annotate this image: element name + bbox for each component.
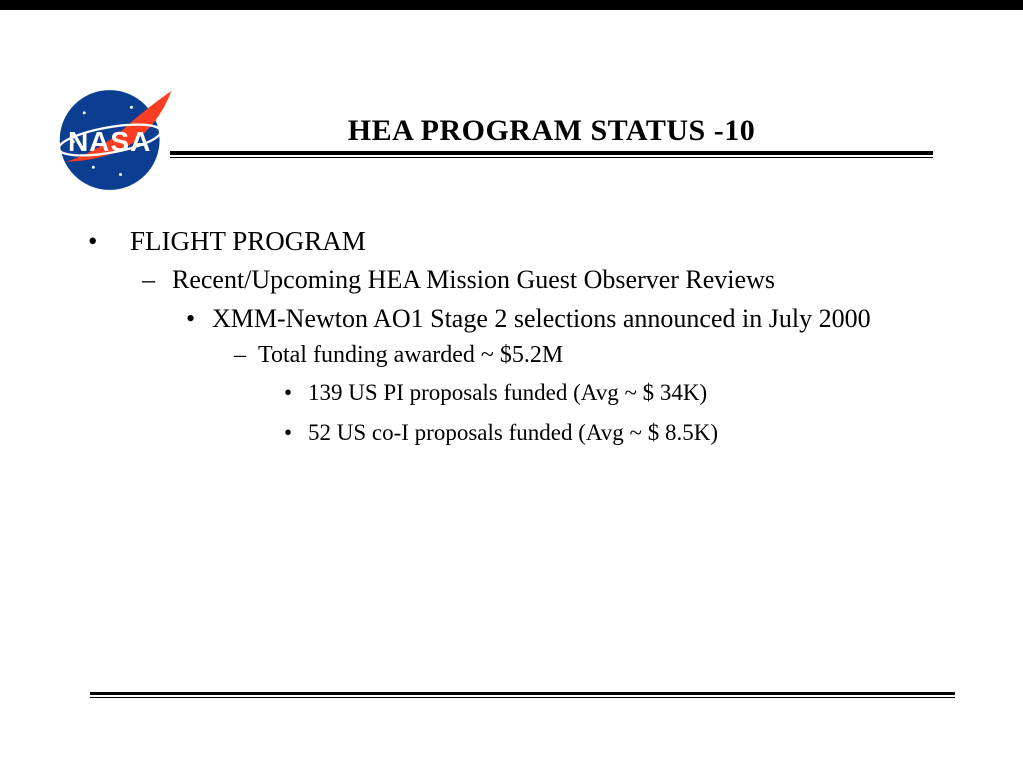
nasa-logo-graphic: NASA (57, 90, 172, 190)
bullet-marker: • (284, 380, 293, 405)
bullet-text: 139 US PI proposals funded (Avg ~ $ 34K) (308, 380, 708, 405)
nasa-logo: NASA (57, 84, 175, 196)
bullet-line-coi-proposals: • 52 US co-I proposals funded (Avg ~ $ 8… (0, 420, 1000, 446)
bullet-text: 52 US co-I proposals funded (Avg ~ $ 8.5… (308, 420, 718, 445)
bullet-marker: • (186, 304, 196, 333)
bullet-text: XMM-Newton AO1 Stage 2 selections announ… (212, 304, 871, 333)
bullet-line-flight-program: • FLIGHT PROGRAM (0, 226, 1000, 257)
title-double-rule (170, 151, 933, 158)
footer-double-rule (90, 692, 955, 698)
bullet-line-reviews: – Recent/Upcoming HEA Mission Guest Obse… (0, 265, 1000, 295)
bullet-text: Total funding awarded ~ $5.2M (258, 342, 564, 368)
dash-marker: – (142, 265, 155, 294)
slide-title: HEA PROGRAM STATUS -10 (347, 114, 756, 147)
bullet-line-pi-proposals: • 139 US PI proposals funded (Avg ~ $ 34… (0, 380, 1000, 406)
dash-marker: – (234, 342, 246, 368)
bullet-text: Recent/Upcoming HEA Mission Guest Observ… (172, 265, 775, 294)
nasa-logo-text: NASA (68, 126, 151, 157)
bullet-text: FLIGHT PROGRAM (130, 226, 366, 256)
bullet-marker: • (284, 420, 293, 445)
nasa-logo-orbit (57, 123, 162, 157)
top-border-bar (0, 0, 1023, 10)
bullet-line-xmm-newton: • XMM-Newton AO1 Stage 2 selections anno… (0, 304, 1000, 334)
bullet-marker: • (88, 226, 98, 256)
bullet-line-total-funding: – Total funding awarded ~ $5.2M (0, 342, 1000, 369)
